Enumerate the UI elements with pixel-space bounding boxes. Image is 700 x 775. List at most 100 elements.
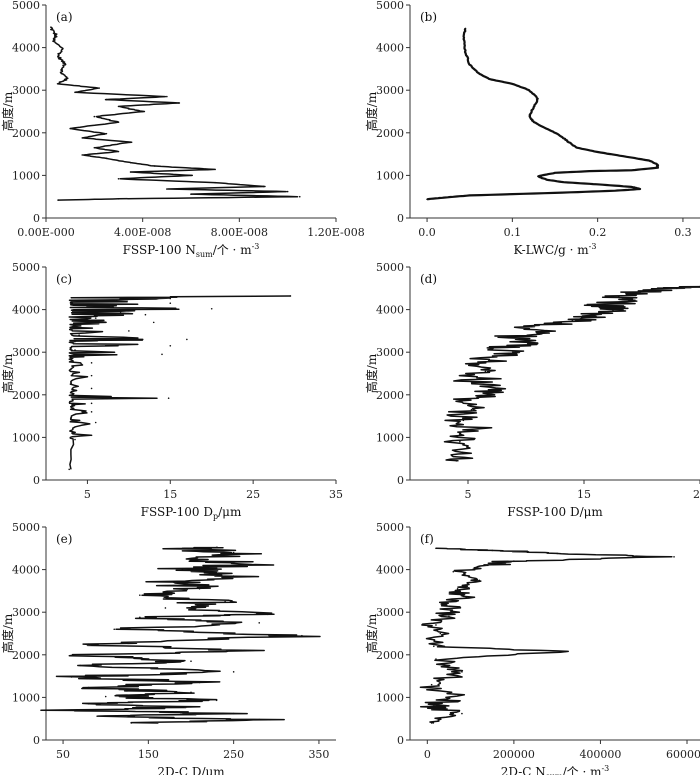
data-point bbox=[139, 594, 141, 596]
x-tick-label: 4.00E-008 bbox=[114, 226, 171, 239]
data-point bbox=[232, 712, 235, 715]
data-point bbox=[629, 300, 632, 302]
data-point bbox=[477, 72, 480, 74]
data-point bbox=[470, 381, 473, 383]
data-point bbox=[70, 654, 73, 657]
data-point bbox=[117, 178, 120, 180]
x-axis-title-sub: sum bbox=[196, 250, 213, 259]
y-tick-label: 3000 bbox=[12, 346, 40, 359]
data-point bbox=[190, 558, 192, 560]
y-tick-label: 4000 bbox=[376, 304, 404, 317]
data-point bbox=[224, 600, 226, 603]
data-point bbox=[62, 47, 64, 50]
data-point bbox=[490, 347, 493, 349]
y-tick-label: 4000 bbox=[12, 304, 40, 317]
x-tick-label: 250 bbox=[223, 748, 244, 761]
data-point bbox=[266, 613, 269, 616]
data-point bbox=[656, 166, 659, 169]
data-point bbox=[490, 78, 492, 81]
x-tick-label: 150 bbox=[138, 748, 159, 761]
data-point bbox=[144, 313, 147, 316]
data-point bbox=[630, 186, 633, 188]
x-axis-title-sub: p bbox=[213, 512, 218, 521]
data-point bbox=[426, 198, 428, 201]
data-point bbox=[531, 325, 533, 328]
data-point bbox=[635, 291, 637, 294]
x-axis-title: FSSP-100 Nsum/个 · m-3 bbox=[123, 242, 260, 259]
data-point bbox=[507, 353, 510, 356]
data-point bbox=[435, 624, 437, 626]
x-axis-title-sup: -3 bbox=[601, 764, 609, 773]
y-tick-label: 2000 bbox=[12, 389, 40, 402]
x-axis-title: 2D-C Nsum/个 · m-3 bbox=[501, 764, 610, 775]
chart-panel: 0 1000 2000 3000 4000 5000 5 15 25 35 (c) 高度/m FSSP-… bbox=[0, 261, 343, 521]
data-point bbox=[301, 634, 303, 637]
data-point bbox=[232, 671, 235, 673]
data-point bbox=[528, 89, 531, 91]
data-point bbox=[153, 165, 156, 167]
data-point bbox=[74, 325, 76, 328]
x-tick-label: 5 bbox=[465, 488, 472, 501]
data-point bbox=[545, 178, 548, 181]
profile-line bbox=[426, 28, 660, 201]
data-point bbox=[161, 353, 163, 356]
data-point bbox=[59, 71, 62, 74]
data-point bbox=[430, 683, 433, 686]
data-point bbox=[129, 171, 132, 173]
x-tick-label: 1.20E-008 bbox=[307, 226, 364, 239]
data-point bbox=[87, 702, 90, 705]
y-tick-label: 2000 bbox=[376, 649, 404, 662]
data-point bbox=[456, 587, 459, 590]
chart-panel: 0 1000 2000 3000 4000 5000 0.00E-000 4.00E-008 8… bbox=[0, 0, 365, 259]
data-point bbox=[487, 564, 489, 567]
data-point bbox=[461, 451, 464, 454]
data-point bbox=[468, 194, 471, 197]
y-tick-label: 4000 bbox=[12, 42, 40, 55]
data-point bbox=[139, 616, 141, 619]
data-point bbox=[262, 185, 265, 188]
data-point bbox=[90, 387, 93, 390]
x-axis-title-unit: /μm bbox=[218, 505, 242, 519]
data-point bbox=[117, 121, 120, 123]
data-point bbox=[491, 549, 494, 552]
data-point bbox=[57, 199, 59, 201]
data-point bbox=[117, 198, 120, 200]
y-tick-label: 0 bbox=[397, 474, 404, 487]
data-point bbox=[70, 709, 73, 711]
y-axis-title: 高度/m bbox=[0, 613, 15, 653]
y-tick-label: 1000 bbox=[12, 691, 40, 704]
data-point bbox=[528, 114, 531, 117]
data-point bbox=[198, 681, 201, 684]
data-point bbox=[435, 658, 437, 660]
data-point bbox=[166, 188, 168, 190]
data-point bbox=[298, 195, 301, 198]
data-point bbox=[181, 547, 184, 550]
data-point bbox=[90, 362, 93, 364]
x-tick-label: 50 bbox=[56, 748, 70, 761]
profile-line bbox=[40, 546, 321, 724]
data-point bbox=[113, 628, 116, 631]
data-point bbox=[70, 356, 72, 359]
data-point bbox=[430, 722, 433, 724]
data-point bbox=[443, 196, 445, 199]
data-point bbox=[215, 699, 218, 702]
data-point bbox=[128, 330, 130, 332]
data-point bbox=[537, 175, 539, 178]
data-point bbox=[81, 137, 84, 139]
data-point bbox=[558, 134, 561, 136]
data-point bbox=[74, 340, 76, 343]
data-point bbox=[166, 95, 168, 98]
x-axis-title-main: K-LWC/g · m bbox=[514, 243, 590, 257]
y-tick-label: 2000 bbox=[12, 649, 40, 662]
x-axis-title-main: 2D-C N bbox=[501, 765, 546, 775]
axis-line bbox=[409, 527, 700, 741]
data-point bbox=[511, 83, 514, 85]
data-point bbox=[141, 110, 144, 113]
panel-label: (b) bbox=[420, 10, 437, 24]
data-point bbox=[462, 419, 465, 422]
data-point bbox=[164, 607, 167, 609]
x-tick-label: 15 bbox=[163, 488, 177, 501]
data-point bbox=[461, 671, 463, 673]
data-point bbox=[214, 181, 216, 184]
x-axis-title-unit: /个 · m bbox=[563, 765, 602, 775]
